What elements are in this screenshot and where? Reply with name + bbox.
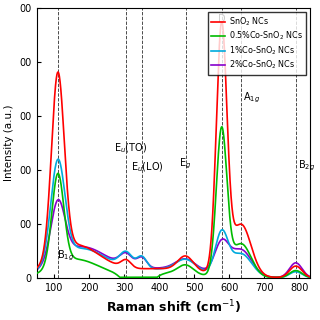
0.5%Co-SnO$_2$ NCs xyxy=(35,271,39,275)
X-axis label: Raman shift (cm$^{-1}$): Raman shift (cm$^{-1}$) xyxy=(106,298,241,316)
0.5%Co-SnO$_2$ NCs xyxy=(141,276,145,279)
0.5%Co-SnO$_2$ NCs xyxy=(83,259,87,262)
Text: E$_g$: E$_g$ xyxy=(179,157,191,171)
1%Co-SnO$_2$ NCs xyxy=(153,267,157,271)
SnO$_2$ NCs xyxy=(141,267,145,270)
0.5%Co-SnO$_2$ NCs xyxy=(220,125,224,129)
SnO$_2$ NCs xyxy=(220,20,224,24)
Text: B$_{1g}$: B$_{1g}$ xyxy=(57,249,74,263)
2%Co-SnO$_2$ NCs xyxy=(83,245,87,249)
Line: 0.5%Co-SnO$_2$ NCs: 0.5%Co-SnO$_2$ NCs xyxy=(37,127,313,277)
SnO$_2$ NCs xyxy=(67,200,70,204)
1%Co-SnO$_2$ NCs xyxy=(276,276,280,279)
SnO$_2$ NCs xyxy=(35,266,39,270)
Text: D: D xyxy=(218,14,225,24)
2%Co-SnO$_2$ NCs xyxy=(153,266,157,270)
2%Co-SnO$_2$ NCs xyxy=(57,198,60,202)
Y-axis label: Intensity (a.u.): Intensity (a.u.) xyxy=(4,105,14,181)
2%Co-SnO$_2$ NCs xyxy=(67,230,70,234)
Text: E$_u$(TO): E$_u$(TO) xyxy=(114,141,147,155)
Line: SnO$_2$ NCs: SnO$_2$ NCs xyxy=(37,22,313,277)
0.5%Co-SnO$_2$ NCs xyxy=(153,276,157,279)
1%Co-SnO$_2$ NCs xyxy=(306,275,310,279)
Legend: SnO$_2$ NCs, 0.5%Co-SnO$_2$ NCs, 1%Co-SnO$_2$ NCs, 2%Co-SnO$_2$ NCs: SnO$_2$ NCs, 0.5%Co-SnO$_2$ NCs, 1%Co-Sn… xyxy=(208,12,306,75)
2%Co-SnO$_2$ NCs xyxy=(141,255,145,259)
1%Co-SnO$_2$ NCs xyxy=(56,157,60,161)
0.5%Co-SnO$_2$ NCs xyxy=(118,276,122,279)
Text: B$_{2g}$: B$_{2g}$ xyxy=(298,158,315,173)
SnO$_2$ NCs xyxy=(153,267,157,271)
1%Co-SnO$_2$ NCs xyxy=(311,276,315,280)
1%Co-SnO$_2$ NCs xyxy=(35,268,39,271)
2%Co-SnO$_2$ NCs xyxy=(276,275,280,279)
SnO$_2$ NCs xyxy=(83,245,87,249)
1%Co-SnO$_2$ NCs xyxy=(141,255,145,259)
SnO$_2$ NCs xyxy=(311,276,315,279)
SnO$_2$ NCs xyxy=(276,275,280,279)
0.5%Co-SnO$_2$ NCs xyxy=(311,276,315,279)
2%Co-SnO$_2$ NCs xyxy=(311,276,315,279)
2%Co-SnO$_2$ NCs xyxy=(306,274,310,277)
1%Co-SnO$_2$ NCs xyxy=(67,219,70,222)
SnO$_2$ NCs xyxy=(306,274,310,278)
Text: A$_{1g}$: A$_{1g}$ xyxy=(243,91,260,105)
0.5%Co-SnO$_2$ NCs xyxy=(276,276,280,279)
Text: E$_u$(LO): E$_u$(LO) xyxy=(131,160,163,174)
0.5%Co-SnO$_2$ NCs xyxy=(67,239,70,243)
1%Co-SnO$_2$ NCs xyxy=(83,247,87,251)
Line: 2%Co-SnO$_2$ NCs: 2%Co-SnO$_2$ NCs xyxy=(37,200,313,277)
Line: 1%Co-SnO$_2$ NCs: 1%Co-SnO$_2$ NCs xyxy=(37,159,313,278)
2%Co-SnO$_2$ NCs xyxy=(35,268,39,272)
0.5%Co-SnO$_2$ NCs xyxy=(306,275,310,279)
